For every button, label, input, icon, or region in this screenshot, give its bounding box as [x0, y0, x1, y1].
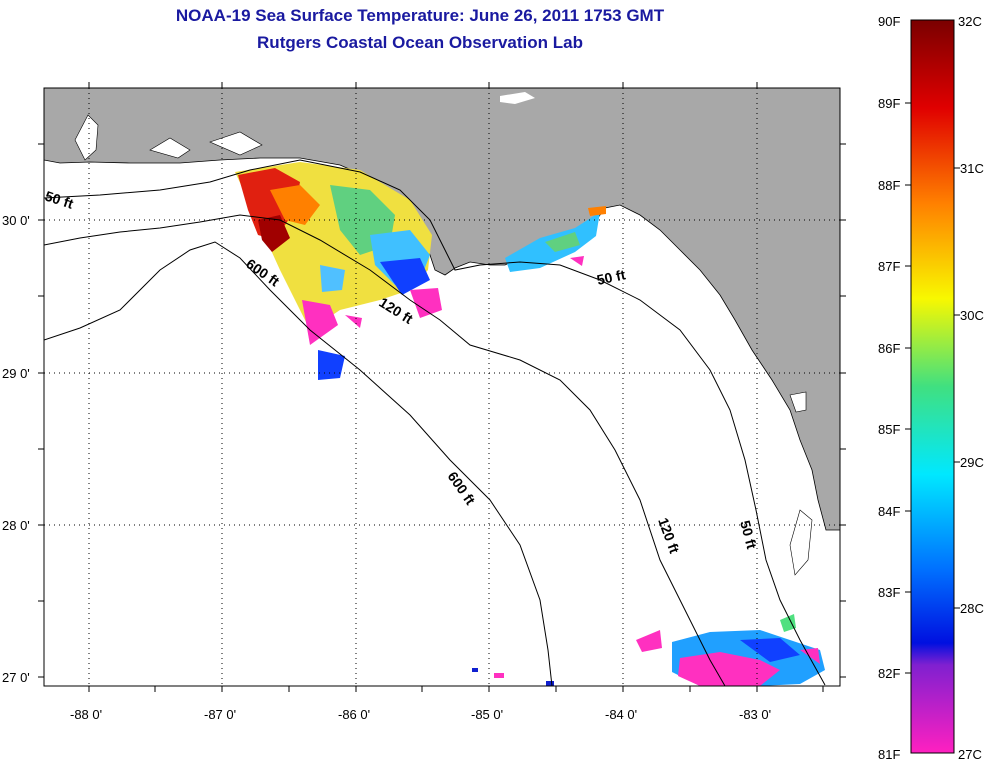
bay	[209, 131, 263, 156]
colorbar-c-label: 31C	[960, 161, 984, 176]
contour-label: 50 ft	[737, 519, 760, 551]
colorbar-c-label: 27C	[958, 747, 982, 762]
colorbar-gradient	[910, 19, 955, 754]
contour-600ft	[44, 241, 553, 686]
map-title: NOAA-19 Sea Surface Temperature: June 26…	[175, 6, 665, 25]
lake	[500, 92, 535, 104]
contour-label: 50 ft	[595, 266, 627, 288]
lat-label: 28 0'	[2, 518, 30, 533]
map-subtitle: Rutgers Coastal Ocean Observation Lab	[257, 33, 583, 52]
bay	[74, 114, 99, 161]
colorbar-c-label: 32C	[958, 14, 982, 29]
lat-label: 29 0'	[2, 366, 30, 381]
colorbar	[905, 19, 960, 754]
lat-label: 27 0'	[2, 670, 30, 685]
colorbar-c-label: 28C	[960, 601, 984, 616]
colorbar-c-label: 30C	[960, 308, 984, 323]
contour-50ft	[44, 159, 826, 686]
colorbar-f-label: 88F	[878, 178, 901, 193]
colorbar-f-label: 84F	[878, 504, 901, 519]
colorbar-f-label: 85F	[878, 422, 901, 437]
lon-label: -84 0'	[605, 707, 637, 722]
sst-patch-bigbend	[505, 206, 606, 272]
colorbar-c-label: 29C	[960, 455, 984, 470]
colorbar-f-label: 82F	[878, 666, 901, 681]
lon-label: -83 0'	[739, 707, 771, 722]
colorbar-f-label: 87F	[878, 259, 901, 274]
lon-label: -86 0'	[338, 707, 370, 722]
lon-label: -87 0'	[204, 707, 236, 722]
colorbar-f-label: 86F	[878, 341, 901, 356]
bay	[789, 391, 807, 413]
bay	[789, 509, 813, 576]
lon-label: -88 0'	[70, 707, 102, 722]
lat-label: 30 0'	[2, 213, 30, 228]
bay	[149, 137, 191, 159]
contour-120ft	[44, 214, 726, 686]
axis-ticks	[38, 82, 846, 692]
colorbar-f-label: 81F	[878, 747, 901, 762]
colorbar-f-label: 90F	[878, 14, 901, 29]
colorbar-f-label: 83F	[878, 585, 901, 600]
colorbar-f-label: 89F	[878, 96, 901, 111]
lon-label: -85 0'	[471, 707, 503, 722]
map-frame	[43, 87, 841, 687]
sst-patch-south	[472, 614, 825, 686]
